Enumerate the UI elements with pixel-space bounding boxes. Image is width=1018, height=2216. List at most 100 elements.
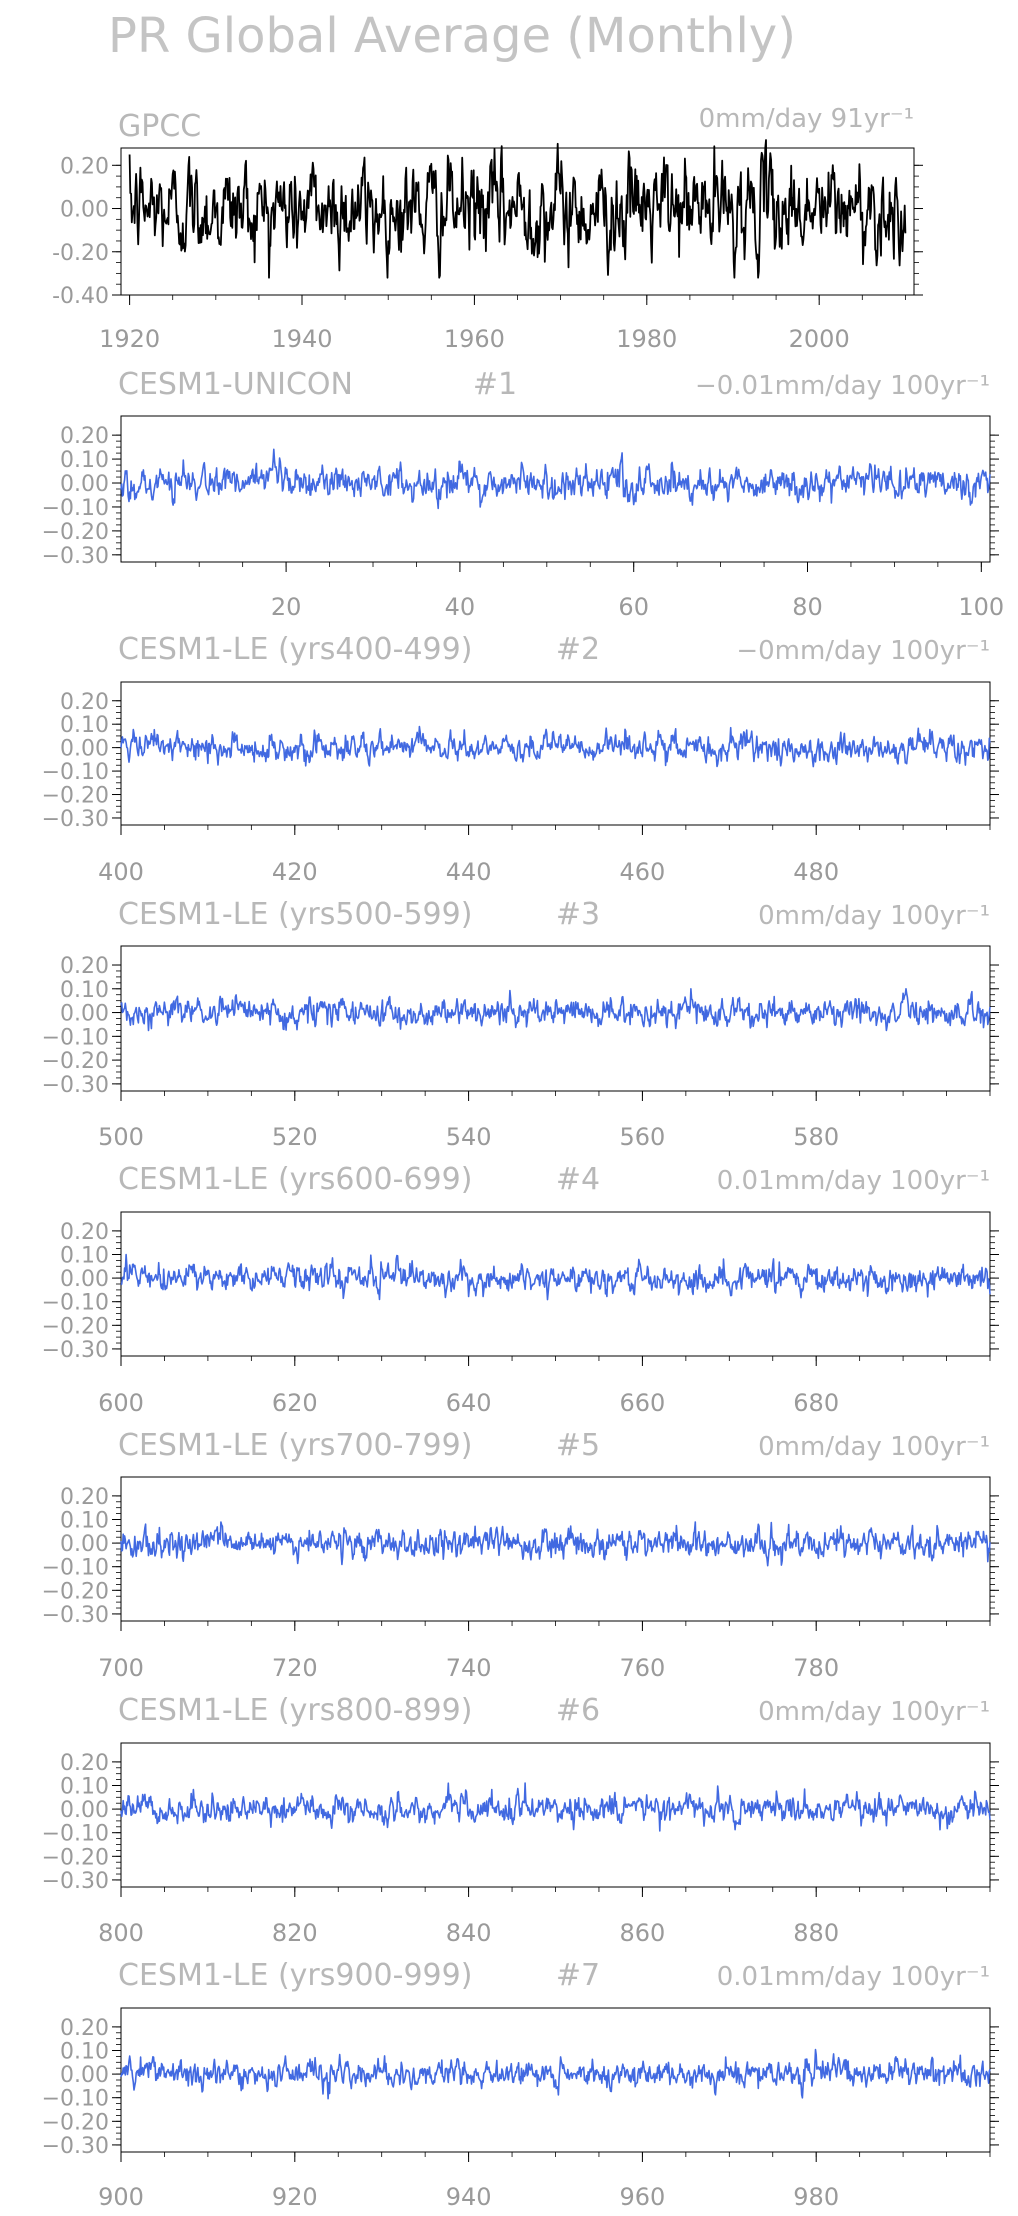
panel-5: CESM1-LE (yrs600-699) #4 0.01mm/day 100yr⁻… <box>42 1162 999 1417</box>
y-tick-label: 0.00 <box>60 2063 109 2088</box>
plot-frame <box>120 1742 991 1888</box>
x-tick-label: 640 <box>446 1389 492 1417</box>
x-tick-label: 520 <box>272 1123 318 1151</box>
x-tick-label: 880 <box>793 1919 839 1947</box>
y-tick-label: 0.00 <box>60 1798 109 1823</box>
panel-6: CESM1-LE (yrs700-799) #5 0mm/day 100yr⁻¹ 0.… <box>42 1428 999 1682</box>
run-label: #1 <box>473 367 517 402</box>
y-tick-label: −0.30 <box>42 1869 109 1894</box>
y-tick-label: 0.00 <box>60 1002 109 1027</box>
x-tick-label: 700 <box>98 1654 144 1682</box>
series-line <box>120 1253 991 1301</box>
x-tick-label: 760 <box>619 1654 665 1682</box>
x-tick-label: 60 <box>618 593 649 621</box>
series-line <box>120 2048 991 2100</box>
y-tick-label: 0.10 <box>60 978 109 1003</box>
x-tick-label: 400 <box>98 858 144 886</box>
trend-label: 0mm/day 100yr⁻¹ <box>758 1432 990 1462</box>
y-tick-label: 0.20 <box>60 954 109 979</box>
trend-label: 0.01mm/day 100yr⁻¹ <box>717 1166 990 1196</box>
x-tick-label: 1960 <box>444 325 505 353</box>
x-tick-label: 860 <box>619 1919 665 1947</box>
y-tick-label: −0.10 <box>42 1822 109 1847</box>
x-tick-label: 20 <box>271 593 302 621</box>
panel-3: CESM1-LE (yrs400-499) #2 −0mm/day 100yr⁻¹ 0… <box>42 632 999 886</box>
y-tick-label: −0.20 <box>42 1579 109 1604</box>
run-label: #4 <box>556 1162 600 1197</box>
x-tick-label: 1940 <box>271 325 332 353</box>
y-tick-label: −0.10 <box>42 1025 109 1050</box>
series-line <box>120 1521 991 1567</box>
panel-title: CESM1-LE (yrs600-699) <box>118 1162 472 1197</box>
series-line <box>120 725 991 768</box>
y-tick-label: 0.20 <box>60 690 109 715</box>
x-tick-label: 740 <box>446 1654 492 1682</box>
y-tick-label: 0.10 <box>60 1508 109 1533</box>
x-tick-label: 900 <box>98 2183 144 2211</box>
y-tick-label: −0.10 <box>42 760 109 785</box>
x-tick-label: 500 <box>98 1123 144 1151</box>
y-tick-label: 0.10 <box>60 1774 109 1799</box>
y-tick-label: 0.00 <box>60 472 109 497</box>
y-tick-label: 0.10 <box>60 448 109 473</box>
x-tick-label: 2000 <box>789 325 850 353</box>
x-tick-label: 420 <box>272 858 318 886</box>
y-tick-label: 0.00 <box>60 1267 109 1292</box>
y-tick-label: 0.00 <box>60 1532 109 1557</box>
y-tick-label: −0.30 <box>42 807 109 832</box>
panel-title: CESM1-LE (yrs500-599) <box>118 897 472 932</box>
run-label: #5 <box>556 1428 600 1463</box>
x-tick-label: 980 <box>793 2183 839 2211</box>
y-tick-label: 0.20 <box>60 424 109 449</box>
y-tick-label: −0.30 <box>42 2134 109 2159</box>
panel-title: CESM1-LE (yrs900-999) <box>118 1958 472 1993</box>
y-tick-label: 0.00 <box>60 198 109 223</box>
x-tick-label: 560 <box>619 1123 665 1151</box>
y-tick-label: −0.20 <box>42 1049 109 1074</box>
series-line <box>128 139 907 279</box>
y-tick-label: 0.20 <box>60 2016 109 2041</box>
y-tick-label: -0.20 <box>52 241 109 266</box>
y-tick-label: −0.20 <box>42 1845 109 1870</box>
y-tick-label: 0.00 <box>60 737 109 762</box>
x-tick-label: 460 <box>619 858 665 886</box>
y-tick-label: 0.10 <box>60 2039 109 2064</box>
y-tick-label: −0.10 <box>42 1556 109 1581</box>
trend-label: 0mm/day 91yr⁻¹ <box>699 104 914 134</box>
x-tick-label: 960 <box>619 2183 665 2211</box>
y-tick-label: −0.30 <box>42 1338 109 1363</box>
series-line <box>120 448 991 510</box>
y-tick-label: 0.20 <box>60 1220 109 1245</box>
trend-label: 0mm/day 100yr⁻¹ <box>758 901 990 931</box>
x-tick-label: 800 <box>98 1919 144 1947</box>
trend-label: −0.01mm/day 100yr⁻¹ <box>695 371 990 401</box>
trend-label: 0.01mm/day 100yr⁻¹ <box>717 1962 990 1992</box>
x-tick-label: 660 <box>619 1389 665 1417</box>
run-label: #6 <box>556 1693 600 1728</box>
x-tick-label: 920 <box>272 2183 318 2211</box>
panel-7: CESM1-LE (yrs800-899) #6 0mm/day 100yr⁻¹ 0.… <box>42 1693 999 1947</box>
x-tick-label: 1980 <box>616 325 677 353</box>
x-tick-label: 580 <box>793 1123 839 1151</box>
x-tick-label: 780 <box>793 1654 839 1682</box>
y-tick-label: −0.10 <box>42 2087 109 2112</box>
run-label: #3 <box>556 897 600 932</box>
panels: GPCC 0mm/day 91yr⁻¹ 0.20 0.00 -0.20 -0.40 1920… <box>42 104 1005 2211</box>
x-tick-label: 540 <box>446 1123 492 1151</box>
y-tick-label: 0.10 <box>60 1243 109 1268</box>
x-tick-label: 680 <box>793 1389 839 1417</box>
panel-title: CESM1-LE (yrs800-899) <box>118 1693 472 1728</box>
plot-frame <box>120 1211 991 1357</box>
x-tick-label: 620 <box>272 1389 318 1417</box>
y-tick-label: −0.10 <box>42 1291 109 1316</box>
x-tick-label: 720 <box>272 1654 318 1682</box>
y-tick-label: −0.10 <box>42 496 109 521</box>
y-tick-label: 0.10 <box>60 713 109 738</box>
trend-label: −0mm/day 100yr⁻¹ <box>736 636 990 666</box>
y-tick-label: −0.30 <box>42 1073 109 1098</box>
y-tick-label: −0.20 <box>42 520 109 545</box>
y-tick-label: −0.20 <box>42 1314 109 1339</box>
y-tick-label: 0.20 <box>60 1751 109 1776</box>
panel-8: CESM1-LE (yrs900-999) #7 0.01mm/day 100yr⁻… <box>42 1958 999 2211</box>
